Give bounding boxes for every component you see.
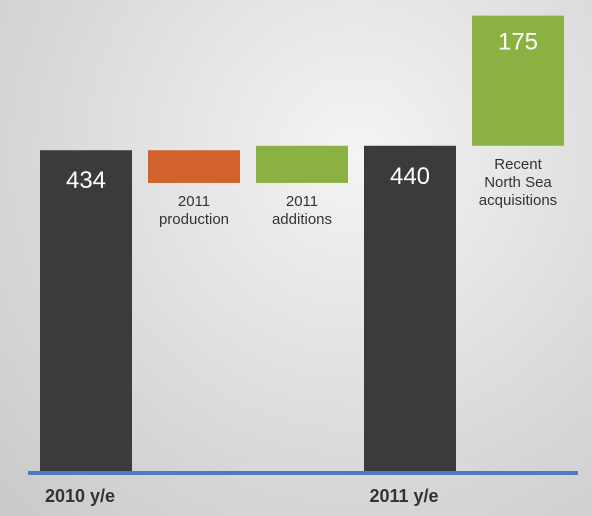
bar (472, 15, 564, 146)
bar (256, 145, 348, 183)
bar (148, 150, 240, 183)
category-label: 2011 production (158, 192, 230, 228)
category-label: Recent North Sea acquisitions (478, 155, 558, 209)
value-label: 440 (390, 163, 430, 190)
bar (364, 145, 456, 474)
bar (40, 150, 132, 473)
value-label: 175 (498, 29, 538, 56)
category-label: 2011 y/e (369, 486, 439, 506)
category-label: 2011 additions (271, 192, 333, 228)
value-label: 434 (66, 167, 106, 194)
category-label: 2010 y/e (44, 486, 116, 506)
